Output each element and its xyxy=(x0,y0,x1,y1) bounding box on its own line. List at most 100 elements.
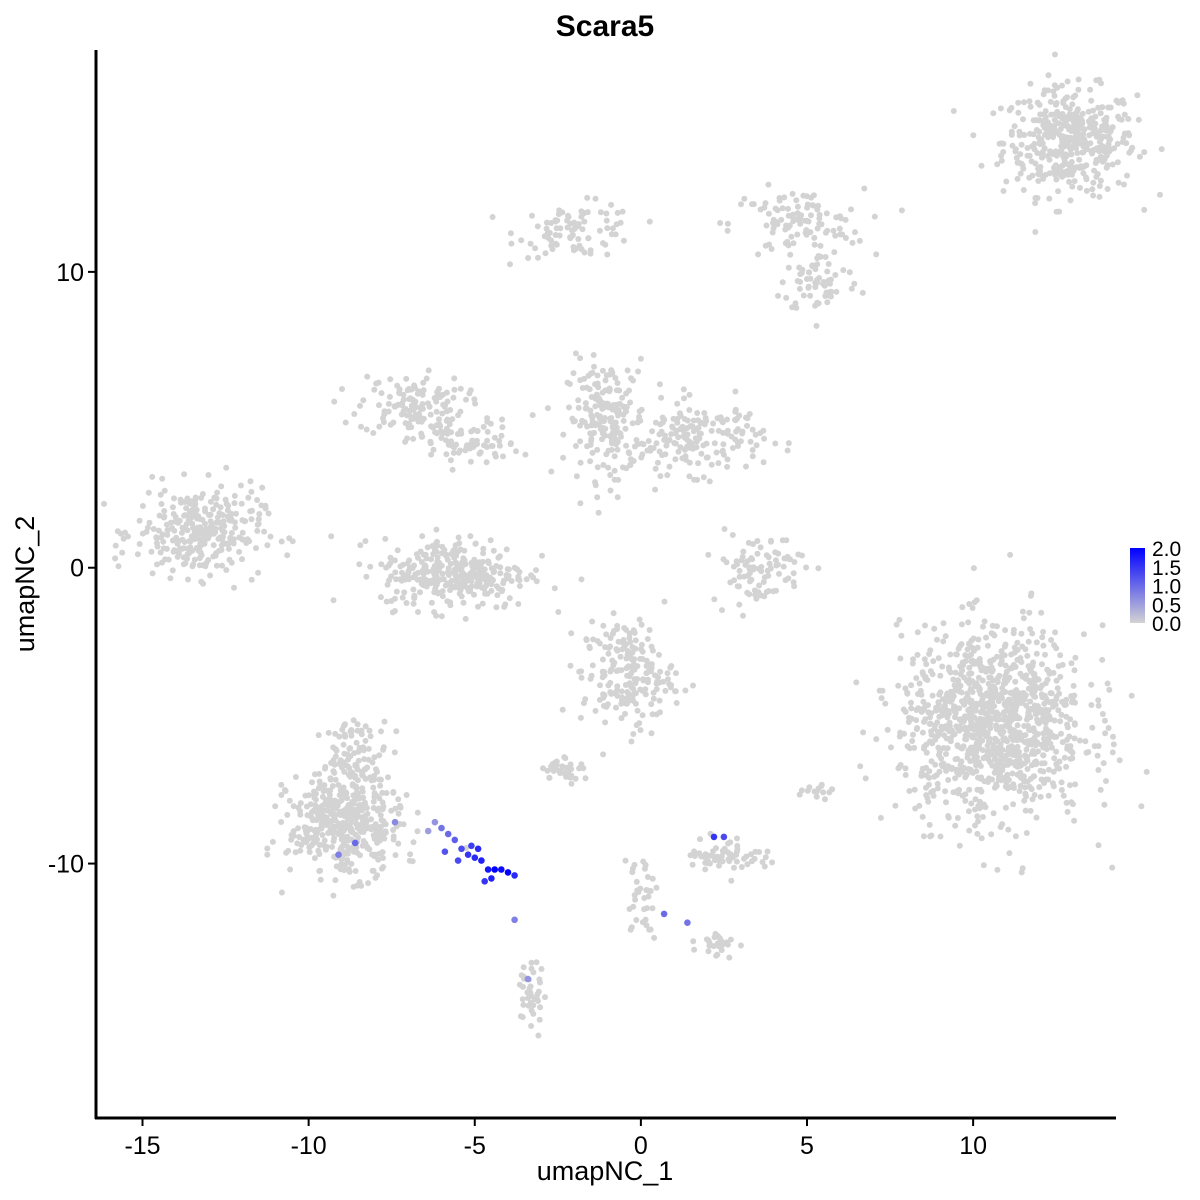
cell-point xyxy=(1088,148,1095,155)
cell-point xyxy=(1101,801,1108,808)
cell-point xyxy=(760,579,767,585)
cell-point xyxy=(171,495,177,502)
cell-point xyxy=(191,556,198,563)
cell-point xyxy=(290,803,297,810)
cell-point xyxy=(965,808,972,815)
cell-point xyxy=(632,896,639,903)
cell-point xyxy=(909,738,916,744)
cell-point xyxy=(861,185,868,192)
cell-point xyxy=(1036,138,1043,145)
cell-point xyxy=(995,763,1002,770)
cell-point xyxy=(551,585,558,592)
cell-point xyxy=(378,390,385,397)
cell-point xyxy=(763,552,770,559)
cell-point xyxy=(587,250,594,257)
cell-point xyxy=(799,552,805,559)
cell-point xyxy=(419,533,426,540)
cell-point xyxy=(952,775,959,782)
cell-point xyxy=(1066,106,1073,113)
y-tick-label: 10 xyxy=(56,259,84,287)
cell-point xyxy=(552,759,559,766)
cell-point xyxy=(567,234,574,241)
cell-point xyxy=(770,588,777,595)
cell-point xyxy=(768,537,774,544)
cell-point xyxy=(335,782,342,788)
cell-point xyxy=(909,660,916,667)
cell-point xyxy=(791,583,798,590)
cell-point xyxy=(805,283,812,290)
cell-point xyxy=(793,197,800,204)
cell-point xyxy=(342,721,348,728)
cell-point xyxy=(656,651,662,658)
cell-point xyxy=(783,222,790,229)
cell-point xyxy=(391,749,398,756)
cell-point xyxy=(238,500,245,507)
cell-point xyxy=(817,242,824,249)
cell-point xyxy=(635,368,642,375)
cell-point xyxy=(1028,668,1035,675)
cell-point xyxy=(1080,631,1087,638)
cell-point xyxy=(592,479,598,486)
cell-point xyxy=(363,426,370,433)
cell-point xyxy=(1039,661,1045,668)
cell-point xyxy=(1141,149,1148,156)
cell-point xyxy=(614,438,621,445)
cell-point xyxy=(610,610,617,617)
cell-point xyxy=(1008,743,1014,750)
cell-point xyxy=(493,604,500,611)
cell-point xyxy=(1106,686,1113,693)
cell-point xyxy=(1039,634,1046,641)
cell-point xyxy=(601,668,608,675)
cell-point xyxy=(544,405,551,412)
cell-point xyxy=(261,528,268,535)
cell-point xyxy=(1031,140,1038,147)
cell-point xyxy=(772,557,779,564)
cell-point xyxy=(513,448,519,455)
cell-point xyxy=(586,643,593,650)
cell-point xyxy=(436,385,442,392)
cell-point xyxy=(304,828,311,835)
cell-point xyxy=(370,784,377,791)
cell-point xyxy=(567,761,574,768)
cell-point xyxy=(144,524,151,531)
cell-point xyxy=(169,537,176,544)
cell-point xyxy=(951,687,958,694)
cell-point xyxy=(1059,661,1066,668)
cell-point xyxy=(553,766,560,773)
cell-point xyxy=(966,680,973,687)
cell-point xyxy=(345,771,352,778)
cell-point xyxy=(964,693,971,700)
cell-point xyxy=(1020,116,1026,123)
cell-point xyxy=(417,589,423,596)
cell-point xyxy=(436,421,443,428)
cell-point xyxy=(391,557,398,564)
cell-point xyxy=(183,505,190,512)
cell-point xyxy=(365,880,372,887)
cell-point xyxy=(176,517,183,524)
cell-point xyxy=(711,596,718,603)
cell-point xyxy=(1079,110,1086,117)
cell-point xyxy=(753,442,760,449)
cell-point xyxy=(615,412,621,419)
cell-point xyxy=(706,478,713,485)
cell-point xyxy=(377,812,384,819)
cell-point xyxy=(504,573,511,580)
cell-point xyxy=(354,849,361,856)
cell-point xyxy=(1018,659,1025,666)
cell-point xyxy=(744,422,750,429)
cell-point xyxy=(754,550,761,557)
cell-point xyxy=(202,505,208,512)
cell-point xyxy=(1006,850,1013,857)
cell-point xyxy=(1040,628,1047,635)
cell-point xyxy=(1092,160,1099,166)
cell-point xyxy=(490,547,497,554)
cell-point xyxy=(1016,753,1023,760)
cell-point xyxy=(687,852,694,859)
cell-point xyxy=(946,719,953,726)
cell-point xyxy=(1006,724,1013,731)
cell-point xyxy=(278,889,285,896)
cell-point xyxy=(918,772,925,779)
cell-point xyxy=(1020,615,1027,622)
cell-point xyxy=(433,398,440,405)
cell-point xyxy=(343,790,350,797)
